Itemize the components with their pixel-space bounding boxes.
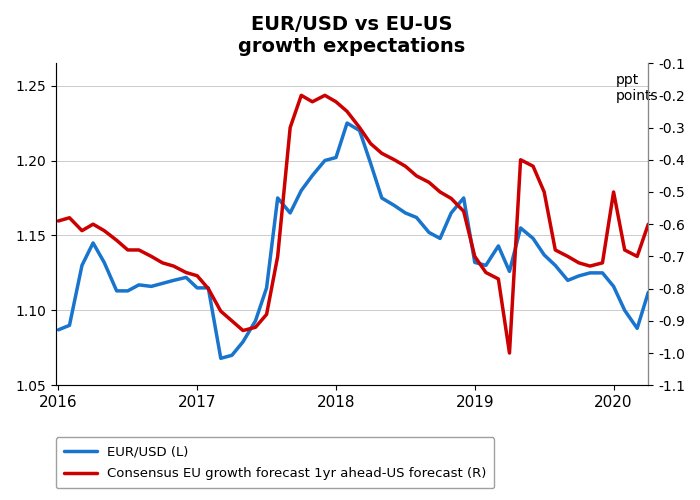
EUR/USD (L) <box>644 290 652 296</box>
EUR/USD (L) <box>54 327 62 333</box>
Legend: EUR/USD (L), Consensus EU growth forecast 1yr ahead-US forecast (R): EUR/USD (L), Consensus EU growth forecas… <box>55 438 494 488</box>
Consensus EU growth forecast 1yr ahead-US forecast (R) <box>262 312 271 318</box>
Text: ppt
points: ppt points <box>616 73 658 103</box>
Consensus EU growth forecast 1yr ahead-US forecast (R) <box>505 350 514 356</box>
EUR/USD (L) <box>459 195 468 201</box>
Consensus EU growth forecast 1yr ahead-US forecast (R) <box>425 180 433 186</box>
Line: EUR/USD (L): EUR/USD (L) <box>58 123 648 358</box>
Line: Consensus EU growth forecast 1yr ahead-US forecast (R): Consensus EU growth forecast 1yr ahead-U… <box>58 96 648 353</box>
Consensus EU growth forecast 1yr ahead-US forecast (R) <box>297 92 305 98</box>
EUR/USD (L) <box>274 195 282 201</box>
EUR/USD (L) <box>100 260 108 266</box>
Title: EUR/USD vs EU-US
growth expectations: EUR/USD vs EU-US growth expectations <box>238 15 466 56</box>
EUR/USD (L) <box>390 202 398 208</box>
Consensus EU growth forecast 1yr ahead-US forecast (R) <box>377 150 386 156</box>
EUR/USD (L) <box>356 128 364 134</box>
EUR/USD (L) <box>436 236 445 242</box>
Consensus EU growth forecast 1yr ahead-US forecast (R) <box>343 108 351 114</box>
EUR/USD (L) <box>343 120 351 126</box>
Consensus EU growth forecast 1yr ahead-US forecast (R) <box>54 218 62 224</box>
Consensus EU growth forecast 1yr ahead-US forecast (R) <box>644 221 652 227</box>
Consensus EU growth forecast 1yr ahead-US forecast (R) <box>447 196 456 202</box>
Consensus EU growth forecast 1yr ahead-US forecast (R) <box>100 228 108 234</box>
EUR/USD (L) <box>216 356 225 362</box>
